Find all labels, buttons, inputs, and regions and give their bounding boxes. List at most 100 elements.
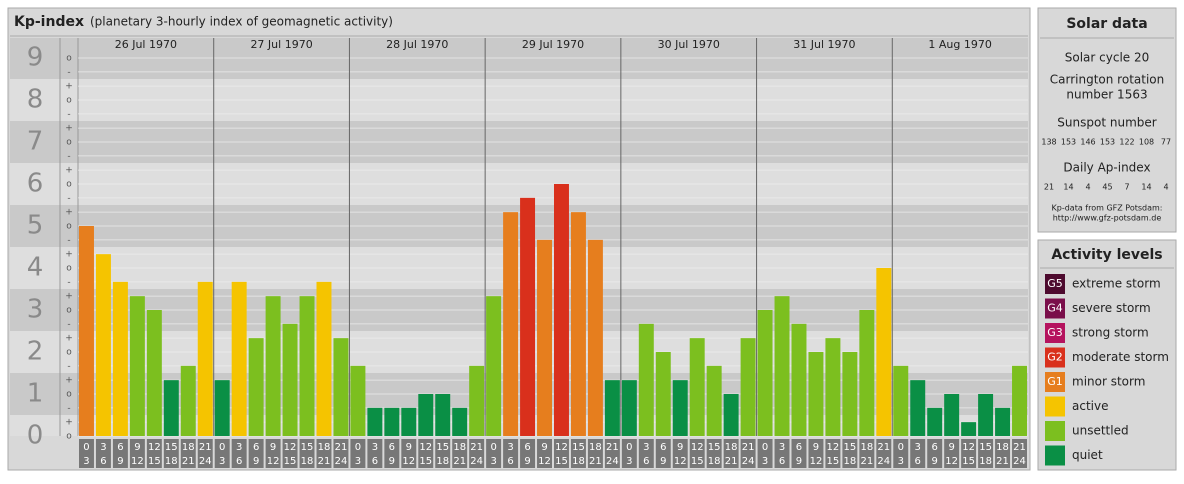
bar xyxy=(180,365,196,436)
hour-label: 3 xyxy=(762,456,768,467)
hour-label: 21 xyxy=(182,456,195,467)
sunspot-value: 108 xyxy=(1139,138,1154,147)
hour-box xyxy=(469,439,485,468)
hour-label: 21 xyxy=(318,456,331,467)
bar xyxy=(129,296,145,436)
hour-label: 12 xyxy=(419,442,432,453)
sub-tick-label: o xyxy=(66,432,72,442)
hour-box xyxy=(893,439,909,468)
hour-label: 0 xyxy=(762,442,768,453)
hour-label: 12 xyxy=(267,456,280,467)
hour-label: 21 xyxy=(199,442,212,453)
hour-box xyxy=(79,439,94,468)
hour-label: 0 xyxy=(219,442,225,453)
bar xyxy=(655,352,671,436)
hour-label: 21 xyxy=(742,442,755,453)
hour-label: 18 xyxy=(996,442,1009,453)
hour-label: 24 xyxy=(470,456,483,467)
y-tick-label: 9 xyxy=(27,43,44,73)
hour-box xyxy=(961,439,977,468)
hour-label: 15 xyxy=(962,456,975,467)
bar xyxy=(706,365,722,436)
bar xyxy=(757,310,773,436)
hour-label: 12 xyxy=(402,456,415,467)
ap-value: 21 xyxy=(1044,183,1054,192)
y-tick-label: 1 xyxy=(27,379,44,409)
hour-label: 21 xyxy=(725,456,738,467)
sunspot-value: 153 xyxy=(1100,138,1115,147)
bar xyxy=(265,296,281,436)
hour-label: 6 xyxy=(643,456,649,467)
hour-box xyxy=(299,439,315,468)
bar xyxy=(520,197,536,436)
day-label: 26 Jul 1970 xyxy=(115,38,177,51)
legend-badge: G3 xyxy=(1047,326,1063,339)
hour-box xyxy=(520,439,536,468)
legend-badge: G5 xyxy=(1047,277,1063,290)
legend-label: quiet xyxy=(1072,448,1103,462)
hour-box xyxy=(435,439,451,468)
sub-tick-label: o xyxy=(66,54,72,64)
sub-tick-label: o xyxy=(66,264,72,274)
hour-box xyxy=(604,439,620,468)
hour-label: 15 xyxy=(555,456,568,467)
hour-box xyxy=(367,439,383,468)
hour-label: 18 xyxy=(301,456,314,467)
bar xyxy=(859,310,875,436)
hour-label: 21 xyxy=(453,456,466,467)
bar xyxy=(163,380,179,436)
bar xyxy=(469,365,485,436)
hour-box xyxy=(214,439,230,468)
bar xyxy=(944,394,960,436)
hour-label: 21 xyxy=(860,456,873,467)
ap-value: 7 xyxy=(1124,183,1129,192)
hour-box xyxy=(706,439,722,468)
hour-label: 3 xyxy=(219,456,225,467)
sunspot-value: 138 xyxy=(1041,138,1056,147)
bar xyxy=(893,365,909,436)
solar-text: http://www.gfz-potsdam.de xyxy=(1053,214,1162,223)
y-tick-label: 6 xyxy=(27,169,44,199)
bar xyxy=(672,380,688,436)
hour-box xyxy=(672,439,688,468)
bar xyxy=(401,407,417,436)
bar xyxy=(452,407,468,436)
bar xyxy=(723,394,739,436)
sub-tick-label: + xyxy=(65,292,73,302)
legend-swatch xyxy=(1045,372,1065,392)
sub-tick-label: o xyxy=(66,348,72,358)
hour-label: 3 xyxy=(355,456,361,467)
sub-tick-label: + xyxy=(65,418,73,428)
day-label: 29 Jul 1970 xyxy=(522,38,584,51)
solar-text: Solar cycle 20 xyxy=(1065,51,1150,65)
hour-box xyxy=(486,439,502,468)
legend-swatch xyxy=(1045,323,1065,343)
sub-tick-label: + xyxy=(65,208,73,218)
hour-label: 6 xyxy=(915,456,921,467)
bar xyxy=(638,323,654,436)
legend-label: extreme storm xyxy=(1072,277,1161,291)
hour-label: 9 xyxy=(813,442,819,453)
hour-box xyxy=(927,439,943,468)
hour-box xyxy=(197,439,213,468)
hour-label: 15 xyxy=(148,456,161,467)
hour-label: 3 xyxy=(372,442,378,453)
ap-value: 14 xyxy=(1063,183,1073,192)
hour-box xyxy=(1012,439,1027,468)
bar xyxy=(587,239,603,436)
hour-label: 6 xyxy=(779,456,785,467)
sub-tick-label: o xyxy=(66,222,72,232)
hour-box xyxy=(876,439,892,468)
hour-box xyxy=(146,439,162,468)
bar xyxy=(282,323,298,436)
bar xyxy=(503,212,519,436)
bar xyxy=(537,239,552,436)
hour-box xyxy=(757,439,773,468)
hour-label: 9 xyxy=(253,456,259,467)
bar xyxy=(112,281,128,436)
hour-label: 15 xyxy=(436,442,449,453)
bar xyxy=(1012,365,1027,436)
hour-box xyxy=(554,439,569,468)
legend-label: moderate storm xyxy=(1072,350,1169,364)
hour-box xyxy=(859,439,875,468)
